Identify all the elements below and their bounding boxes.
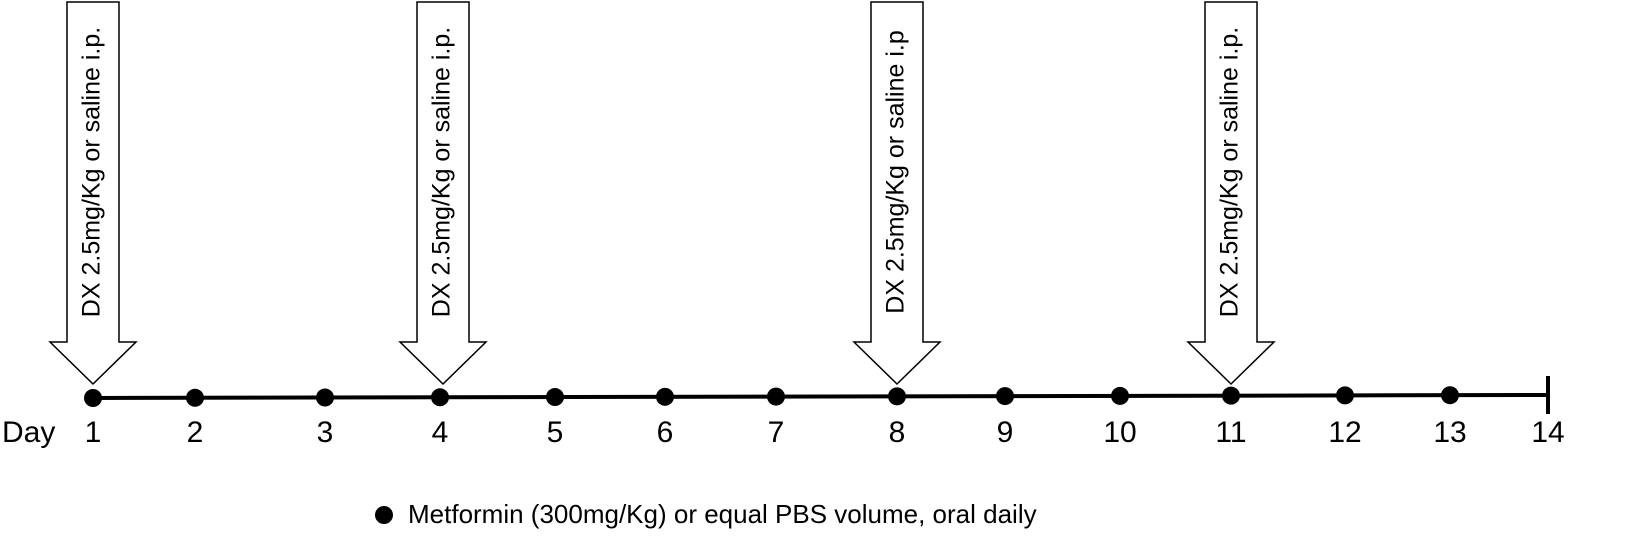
- day-number: 13: [1433, 416, 1466, 449]
- day-dot: [1111, 386, 1129, 405]
- legend-dot: [375, 506, 393, 524]
- day-dot: [1222, 386, 1240, 405]
- arrow-label: DX 2.5mg/Kg or saline i.p.: [428, 27, 456, 317]
- day-number: 14: [1531, 416, 1564, 449]
- day-number: 10: [1103, 416, 1136, 449]
- day-number: 5: [547, 416, 564, 449]
- arrow: [1186, 1, 1276, 386]
- day-dot: [186, 388, 204, 407]
- day-number: 12: [1328, 416, 1361, 449]
- day-dot: [996, 387, 1014, 406]
- day-number: 9: [997, 416, 1014, 449]
- day-number: 3: [317, 416, 334, 449]
- arrow-label: DX 2.5mg/Kg or saline i.p.: [78, 27, 106, 317]
- day-dot: [431, 388, 449, 407]
- day-dot: [767, 387, 785, 406]
- day-dot: [888, 387, 906, 406]
- day-number: 1: [85, 416, 102, 449]
- day-dot: [1441, 386, 1459, 405]
- day-number: 4: [432, 416, 449, 449]
- day-dot: [546, 388, 564, 407]
- legend-text: Metformin (300mg/Kg) or equal PBS volume…: [408, 499, 1037, 529]
- day-dot: [84, 389, 102, 407]
- day-dot: [656, 387, 674, 406]
- arrow-label: DX 2.5mg/Kg or saline i.p.: [1216, 27, 1244, 317]
- day-number: 7: [768, 416, 785, 449]
- timeline-line: [92, 393, 1549, 400]
- day-number: 6: [657, 416, 674, 449]
- day-number: 8: [889, 416, 906, 449]
- arrow: [398, 1, 488, 386]
- day-number: 2: [187, 416, 204, 449]
- arrow: [852, 1, 942, 386]
- day-number: 11: [1215, 416, 1246, 449]
- day-label: Day: [2, 416, 55, 449]
- arrow: [48, 1, 138, 386]
- arrow-label: DX 2.5mg/Kg or saline i.p: [882, 30, 910, 313]
- day-dot: [316, 388, 334, 407]
- day-dot: [1336, 386, 1354, 405]
